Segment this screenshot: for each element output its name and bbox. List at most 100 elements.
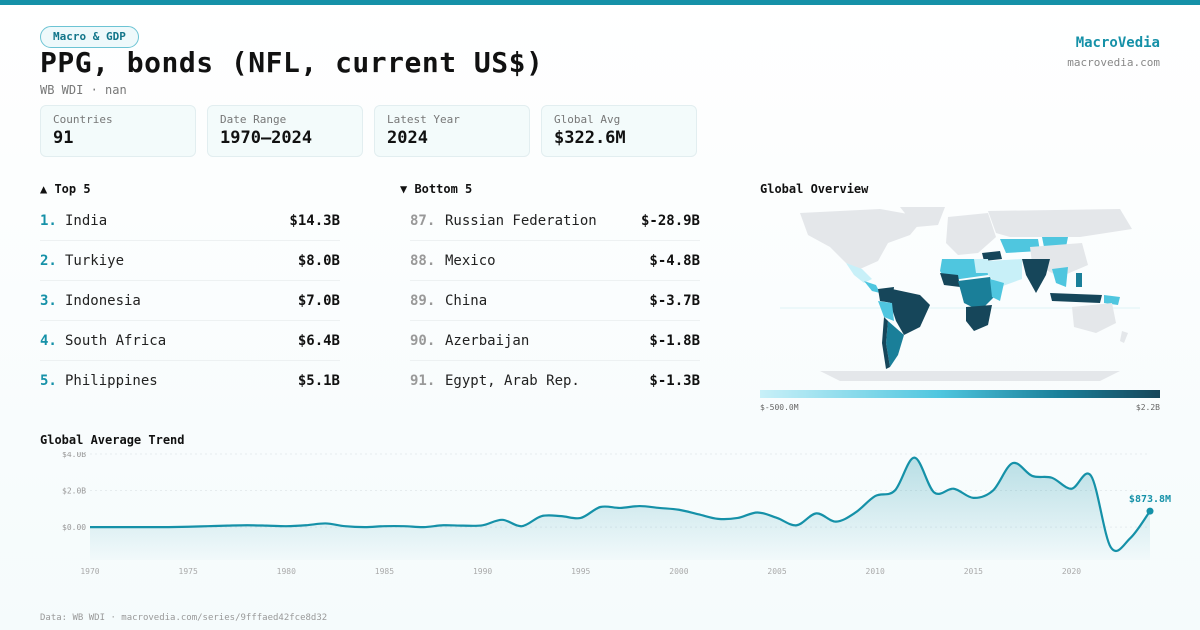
map-region-indonesia[interactable]: [1050, 293, 1102, 303]
map-region-philippines[interactable]: [1076, 273, 1082, 287]
map-region-greenland[interactable]: [900, 207, 945, 227]
map-region-middle-east[interactable]: [988, 259, 1022, 287]
map-region-central-africa[interactable]: [958, 277, 996, 311]
list-item[interactable]: 89. China $-3.7B: [410, 281, 700, 321]
x-tick-label: 2000: [669, 567, 688, 576]
list-value: $5.1B: [297, 373, 340, 389]
category-badge[interactable]: Macro & GDP: [40, 26, 139, 48]
stat-value: 1970–2024: [220, 128, 313, 148]
top5-list: 1. India $14.3B 2. Turkiye $8.0B 3. Indo…: [40, 201, 340, 401]
y-tick-label: $4.0B: [62, 452, 86, 459]
list-item[interactable]: 1. India $14.3B: [40, 201, 340, 241]
map-region-papua[interactable]: [1104, 295, 1120, 305]
stat-label: Global Avg: [554, 113, 621, 126]
map-region-brazil[interactable]: [890, 289, 930, 335]
list-country: Russian Federation: [445, 212, 597, 229]
list-item[interactable]: 87. Russian Federation $-28.9B: [410, 201, 700, 241]
list-value: $7.0B: [297, 292, 340, 309]
x-tick-label: 1975: [179, 567, 198, 576]
list-country: Mexico: [445, 252, 496, 269]
stat-value: $322.6M: [554, 128, 626, 148]
list-rank: 88.: [410, 252, 436, 269]
list-value: $14.3B: [289, 212, 340, 229]
bottom5-list: 87. Russian Federation $-28.9B 88. Mexic…: [410, 201, 700, 401]
page-subtitle: WB WDI · nan: [40, 83, 127, 97]
map-region-mongolia[interactable]: [1042, 237, 1068, 247]
brand: MacroVedia macrovedia.com: [1067, 35, 1160, 69]
map-region-new-zealand[interactable]: [1120, 331, 1128, 343]
list-rank: 87.: [410, 212, 436, 229]
map-legend-min: $-500.0M: [760, 403, 799, 412]
latest-value-label: $873.8M: [1129, 494, 1171, 505]
top5-title: ▲ Top 5: [40, 182, 91, 196]
list-country: China: [445, 292, 488, 309]
x-tick-label: 2015: [964, 567, 983, 576]
bottom5-title: ▼ Bottom 5: [400, 182, 473, 196]
map-region-mexico[interactable]: [846, 263, 872, 283]
map-region-india[interactable]: [1022, 259, 1050, 293]
map-region-peru[interactable]: [878, 301, 894, 321]
list-value: $-3.7B: [649, 292, 700, 309]
map-region-egypt[interactable]: [974, 259, 990, 273]
list-item[interactable]: 2. Turkiye $8.0B: [40, 241, 340, 281]
map-region-australia[interactable]: [1072, 303, 1116, 333]
list-item[interactable]: 3. Indonesia $7.0B: [40, 281, 340, 321]
trend-line: [90, 456, 1151, 553]
map-region-antarctica[interactable]: [820, 371, 1120, 381]
stat-card-date-range: Date Range 1970–2024: [207, 105, 363, 157]
map-region-north-america[interactable]: [800, 209, 925, 269]
y-tick-label: $0.00: [62, 523, 86, 532]
list-rank: 2.: [40, 252, 57, 269]
list-country: Azerbaijan: [445, 332, 530, 349]
list-item[interactable]: 4. South Africa $6.4B: [40, 321, 340, 361]
list-rank: 1.: [40, 212, 57, 229]
list-country: Philippines: [65, 373, 158, 389]
top-accent-bar: [0, 0, 1200, 5]
list-rank: 90.: [410, 332, 436, 349]
list-rank: 3.: [40, 292, 57, 309]
x-tick-label: 1970: [80, 567, 99, 576]
list-item[interactable]: 90. Azerbaijan $-1.8B: [410, 321, 700, 361]
map-region-turkiye[interactable]: [982, 251, 1002, 261]
x-tick-label: 1985: [375, 567, 394, 576]
map-region-chile[interactable]: [882, 317, 890, 369]
list-value: $-1.8B: [649, 332, 700, 349]
map-region-central-asia[interactable]: [1000, 239, 1040, 253]
list-rank: 89.: [410, 292, 436, 309]
map-title: Global Overview: [760, 182, 869, 196]
list-value: $8.0B: [297, 252, 340, 269]
list-item[interactable]: 91. Egypt, Arab Rep. $-1.3B: [410, 361, 700, 401]
map-region-southeast-asia[interactable]: [1052, 267, 1068, 287]
map-region-europe[interactable]: [946, 213, 996, 255]
map-region-central-america[interactable]: [864, 281, 880, 293]
list-rank: 4.: [40, 332, 57, 349]
map-region-southern-africa[interactable]: [966, 305, 992, 331]
map-legend-max: $2.2B: [1135, 403, 1160, 412]
stat-value: 2024: [387, 128, 428, 148]
map-region-east-africa[interactable]: [990, 279, 1004, 301]
brand-name[interactable]: MacroVedia: [1075, 35, 1160, 51]
page-title: PPG, bonds (NFL, current US$): [40, 46, 544, 79]
x-tick-label: 1980: [277, 567, 296, 576]
map-region-west-africa[interactable]: [940, 273, 960, 287]
x-tick-label: 1990: [473, 567, 492, 576]
stat-card-global-avg: Global Avg $322.6M: [541, 105, 697, 157]
x-tick-label: 2010: [866, 567, 885, 576]
list-country: Turkiye: [65, 252, 125, 269]
footer-source: Data: WB WDI · macrovedia.com/series/9ff…: [40, 613, 328, 623]
x-tick-label: 2020: [1062, 567, 1081, 576]
world-choropleth-map[interactable]: [760, 203, 1160, 385]
stats-row: Countries 91 Date Range 1970–2024 Latest…: [40, 105, 697, 157]
list-item[interactable]: 88. Mexico $-4.8B: [410, 241, 700, 281]
map-region-russia[interactable]: [988, 209, 1132, 237]
map-region-argentina[interactable]: [886, 321, 904, 367]
trend-chart[interactable]: $4.0B $2.0B $0.00 1970 1975 1980 1985 1990 1995 2…: [40, 452, 1180, 582]
list-item[interactable]: 5. Philippines $5.1B: [40, 361, 340, 401]
map-region-colombia[interactable]: [878, 287, 894, 303]
brand-url[interactable]: macrovedia.com: [1067, 56, 1160, 69]
list-country: Indonesia: [65, 292, 141, 309]
list-rank: 91.: [410, 373, 436, 389]
list-country: South Africa: [65, 332, 167, 349]
latest-point[interactable]: [1146, 507, 1154, 515]
list-value: $-28.9B: [640, 212, 700, 229]
